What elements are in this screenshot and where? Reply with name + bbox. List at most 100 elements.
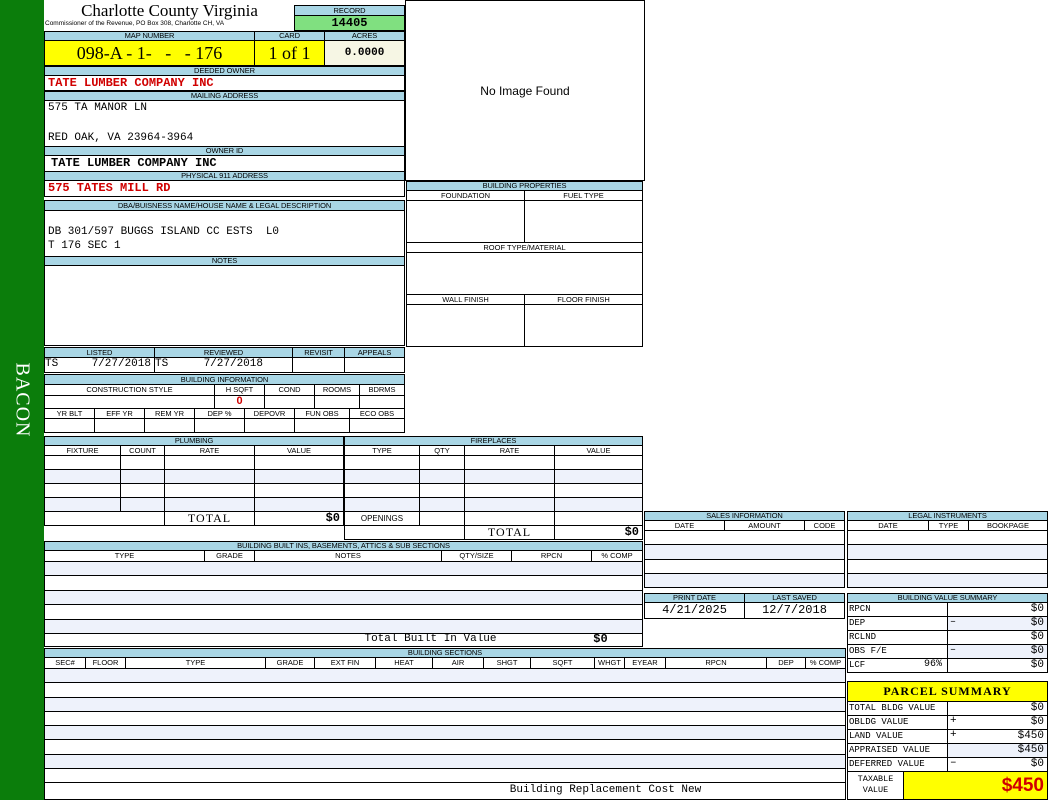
openings-cell [419, 511, 465, 526]
plumbing-cell [120, 483, 165, 498]
building-info-value-cell [359, 395, 405, 409]
plumbing-cell [44, 469, 121, 484]
floor-finish-value [524, 304, 643, 347]
instruments-row [847, 558, 1048, 574]
building-sections-row [44, 739, 846, 755]
map-number: 098-A - 1- - - 176 [44, 40, 255, 66]
building-info-value-cell [144, 418, 195, 433]
parcel-summary-row-label: LAND VALUE [847, 729, 948, 744]
building-info-value-cell [44, 395, 215, 409]
fireplaces-cell [344, 497, 420, 512]
instruments-row [847, 572, 1048, 588]
value-summary-row-pct: 96% [923, 659, 942, 670]
fireplaces-cell [419, 497, 465, 512]
sales-row [644, 558, 845, 574]
mailing-line-1: 575 TA MANOR LN [48, 102, 148, 114]
plumbing-cell [120, 469, 165, 484]
sidebar: BACON [0, 0, 44, 800]
fireplaces-cell [554, 455, 643, 470]
plumbing-cell [254, 469, 344, 484]
heated-sqft: 0 [236, 396, 243, 407]
notes-box[interactable] [44, 265, 405, 346]
plumbing-cell [44, 497, 121, 512]
instruments-row [847, 530, 1048, 546]
parcel-summary-row-operator: + [950, 716, 957, 727]
plumbing-cell [164, 497, 255, 512]
value-summary-row-operator: – [950, 645, 957, 656]
listed-by: TS [45, 358, 59, 370]
value-summary-row-operator: – [950, 617, 957, 628]
county-title: Charlotte County Virginia [81, 2, 258, 20]
fireplaces-cell [464, 469, 555, 484]
built-ins-total: $0 [593, 634, 608, 646]
legal-line-1: DB 301/597 BUGGS ISLAND CC ESTS L0 [48, 226, 280, 238]
plumbing-cell [164, 469, 255, 484]
record-number: 14405 [294, 15, 405, 31]
building-sections-row [44, 725, 846, 741]
fireplaces-cell [419, 455, 465, 470]
plumbing-cell [164, 483, 255, 498]
building-info-value-cell [94, 418, 145, 433]
reviewed-by: TS [155, 358, 169, 370]
openings-cell [554, 511, 643, 526]
value-summary-row-operator [950, 603, 966, 616]
revisit-cell [292, 357, 345, 373]
plumbing-cell [254, 455, 344, 470]
building-sections-row [44, 668, 846, 684]
building-info-value-cell [314, 395, 360, 409]
building-info-value-cell [264, 395, 315, 409]
taxable-value: $450 [903, 771, 1048, 800]
value-summary-row-label: RCLND [847, 630, 948, 645]
fireplaces-cell [344, 469, 420, 484]
plumbing-cell [120, 455, 165, 470]
building-sections-row [44, 710, 846, 726]
built-ins-row [44, 561, 643, 577]
taxable-value-label: TAXABLE VALUE [847, 771, 904, 800]
replacement-cost-label: Building Replacement Cost New [509, 784, 702, 796]
plumbing-cell [164, 455, 255, 470]
office-subtitle: Commissioner of the Revenue, PO Box 308,… [45, 20, 225, 27]
building-sections-row [44, 753, 846, 769]
fireplaces-cell [419, 483, 465, 498]
plumbing-total-label: TOTAL [164, 511, 255, 526]
built-ins-row [44, 618, 643, 634]
parcel-summary-row-label: DEFERRED VALUE [847, 757, 948, 772]
built-ins-row [44, 575, 643, 591]
physical-address: 575 TATES MILL RD [44, 180, 405, 197]
fuel-type-value [524, 200, 643, 243]
parcel-summary-row-label: TOTAL BLDG VALUE [847, 701, 948, 716]
building-sections-row [44, 682, 846, 698]
parcel-summary-row-label: OBLDG VALUE [847, 715, 948, 730]
plumbing-total: $0 [254, 511, 344, 526]
fireplaces-cell [419, 469, 465, 484]
fireplaces-total: $0 [554, 525, 643, 540]
sidebar-label: BACON [11, 362, 34, 438]
legal-line-2: T 176 SEC 1 [48, 240, 121, 252]
deeded-owner: TATE LUMBER COMPANY INC [44, 75, 405, 91]
parcel-summary-row-label: APPRAISED VALUE [847, 743, 948, 758]
appeals-cell [344, 357, 405, 373]
fireplace-total-spacer [344, 525, 465, 540]
parcel-summary-label: PARCEL SUMMARY [847, 681, 1048, 702]
wall-finish-value [406, 304, 525, 347]
parcel-summary-row-operator: + [950, 730, 957, 741]
parcel-summary-row-operator: – [950, 758, 957, 769]
plumbing-cell [254, 483, 344, 498]
plumbing-total-spacer [44, 511, 165, 526]
building-sections-row [44, 696, 846, 712]
parcel-summary-row-operator [950, 744, 966, 757]
photo-placeholder: No Image Found [405, 0, 645, 181]
instruments-row [847, 544, 1048, 560]
sales-row [644, 530, 845, 546]
fireplaces-cell [344, 455, 420, 470]
parcel-summary-row-operator [950, 702, 966, 715]
value-summary-row-operator [950, 659, 966, 672]
mailing-line-2: RED OAK, VA 23964-3964 [48, 132, 194, 144]
built-ins-total-row [44, 633, 643, 647]
owner-id: TATE LUMBER COMPANY INC [44, 155, 405, 172]
fireplaces-cell [464, 497, 555, 512]
value-summary-row-label: DEP [847, 616, 948, 631]
building-info-value-cell [349, 418, 405, 433]
value-summary-row-label: RPCN [847, 602, 948, 617]
